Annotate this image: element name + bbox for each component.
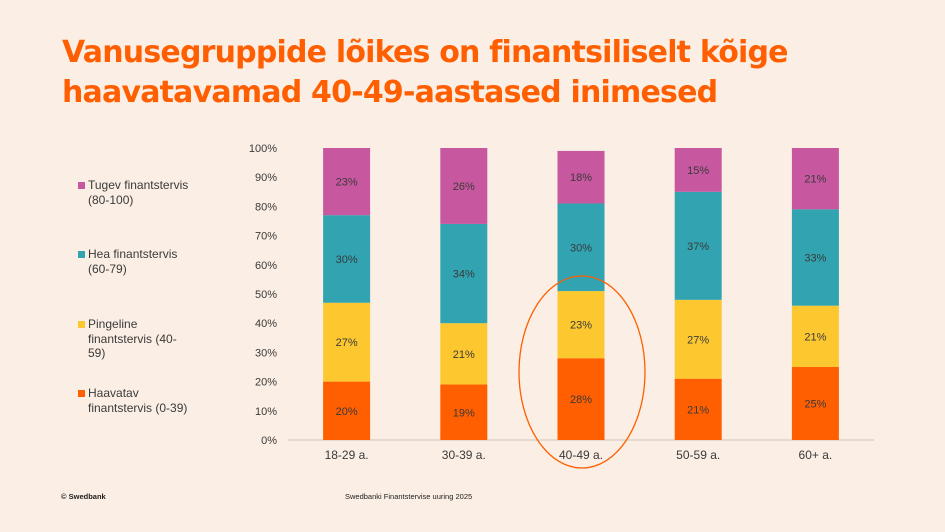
data-label: 23%	[570, 320, 592, 332]
title-line-1: Vanusegruppide lõikes on finantsiliselt …	[62, 35, 789, 70]
bar-segment	[557, 150, 605, 204]
y-tick-label: 20%	[255, 377, 277, 389]
x-tick-label: 60+ a.	[799, 448, 833, 462]
y-tick-label: 0%	[261, 435, 277, 447]
y-tick-label: 70%	[255, 231, 277, 243]
legend-label-hea: Hea finantstervis (60-79)	[88, 247, 178, 276]
data-label: 30%	[336, 254, 358, 266]
bar-segment	[440, 223, 488, 324]
data-label: 37%	[687, 241, 709, 253]
data-label: 27%	[687, 334, 709, 346]
title-line-2: haavatavamad 40-49-aastased inimesed	[62, 75, 718, 110]
bar-segment	[674, 378, 722, 440]
data-label: 25%	[804, 399, 826, 411]
bar-segment	[557, 291, 605, 359]
x-tick-label: 50-59 a.	[676, 448, 720, 462]
footer-copyright: © Swedbank	[61, 492, 106, 501]
bar-segment	[791, 209, 839, 306]
bar-segment	[557, 358, 605, 440]
legend-swatch-haavatav	[78, 390, 85, 397]
data-label: 23%	[336, 177, 358, 189]
bar-segment	[791, 367, 839, 440]
data-label: 21%	[453, 349, 475, 361]
bar-segment	[323, 148, 371, 216]
y-tick-label: 90%	[255, 172, 277, 184]
data-label: 30%	[570, 242, 592, 254]
legend-swatch-tugev	[78, 182, 85, 189]
bar-segment	[323, 215, 371, 303]
data-label: 18%	[570, 172, 592, 184]
data-label: 21%	[804, 174, 826, 186]
legend-swatch-pingeline	[78, 321, 85, 328]
data-label: 15%	[687, 165, 709, 177]
data-label: 27%	[336, 337, 358, 349]
y-tick-label: 10%	[255, 406, 277, 418]
bar-segment	[791, 148, 839, 210]
highlight-ellipse	[518, 275, 646, 469]
data-label: 28%	[570, 394, 592, 406]
y-tick-label: 100%	[249, 143, 277, 155]
bar-segment	[674, 191, 722, 300]
y-tick-label: 50%	[255, 289, 277, 301]
bar-segment	[323, 302, 371, 382]
data-label: 21%	[687, 404, 709, 416]
y-tick-label: 30%	[255, 347, 277, 359]
legend-label-pingeline: Pingeline finantstervis (40- 59)	[88, 317, 177, 360]
x-tick-label: 30-39 a.	[442, 448, 486, 462]
data-label: 21%	[804, 331, 826, 343]
y-tick-label: 40%	[255, 318, 277, 330]
legend-swatch-hea	[78, 251, 85, 258]
data-label: 26%	[453, 181, 475, 193]
footer-source: Swedbanki Finantstervise uuring 2025	[345, 492, 473, 501]
legend-label-haavatav: Haavatav finantstervis (0-39)	[88, 386, 188, 415]
bar-segment	[440, 148, 488, 224]
data-label: 33%	[804, 253, 826, 265]
data-label: 20%	[336, 406, 358, 418]
data-label: 34%	[453, 269, 475, 281]
bar-segment	[323, 381, 371, 440]
page-title: Vanusegruppide lõikes on finantsiliselt …	[62, 33, 922, 113]
bar-segment	[440, 384, 488, 440]
x-tick-label: 18-29 a.	[325, 448, 369, 462]
y-tick-label: 80%	[255, 201, 277, 213]
bar-segment	[440, 323, 488, 385]
bar-segment	[791, 305, 839, 367]
legend-label-tugev: Tugev finantstervis (80-100)	[88, 178, 189, 207]
bar-segment	[674, 148, 722, 192]
data-label: 19%	[453, 407, 475, 419]
bar-segment	[674, 299, 722, 379]
y-tick-label: 60%	[255, 260, 277, 272]
x-tick-label: 40-49 a.	[559, 448, 603, 462]
